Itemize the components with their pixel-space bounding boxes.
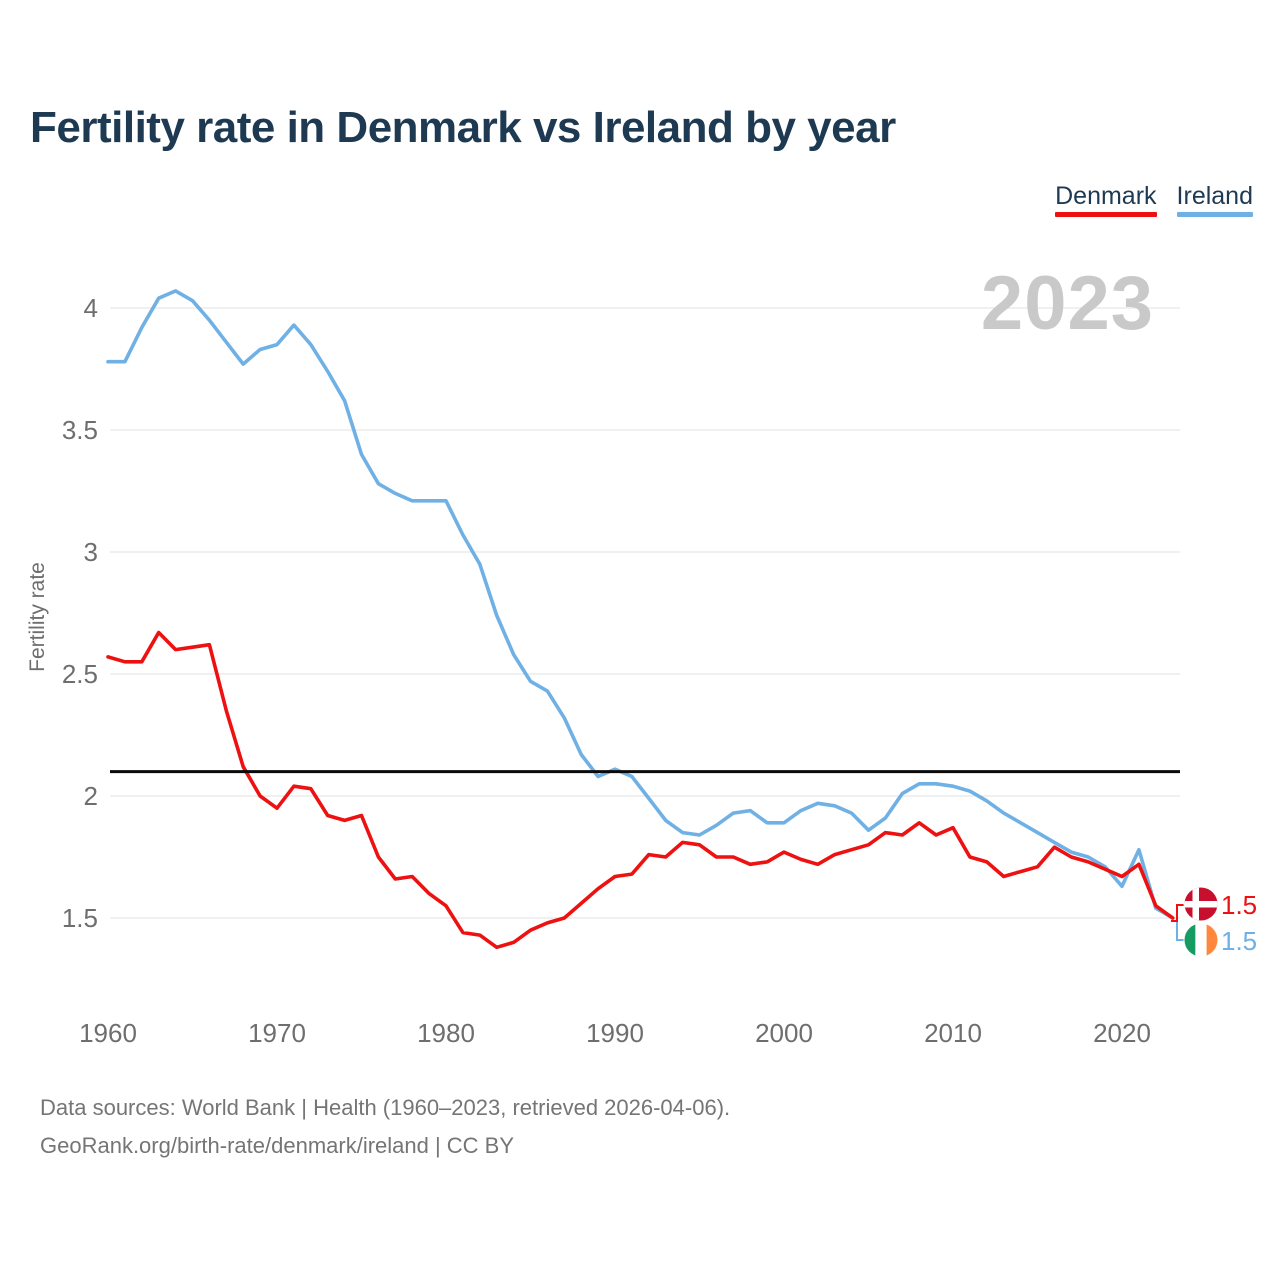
legend-label-ireland: Ireland [1176, 182, 1253, 210]
year-watermark: 2023 [980, 261, 1154, 346]
y-tick-label: 4 [83, 293, 98, 323]
ireland-end-value: 1.5 [1221, 926, 1258, 956]
y-tick-label: 1.5 [61, 903, 98, 933]
legend: Denmark Ireland [1055, 183, 1253, 217]
denmark-end-value: 1.5 [1221, 890, 1258, 920]
y-tick-label: 3.5 [61, 415, 98, 445]
x-tick-label: 1990 [586, 1018, 644, 1048]
end-label-connectors [1171, 904, 1184, 941]
source-attribution: Data sources: World Bank | Health (1960–… [40, 1089, 730, 1165]
denmark-flag-cross-v [1192, 887, 1199, 921]
denmark-flag-cross-h [1184, 901, 1218, 908]
ireland-flag-icon [1183, 922, 1219, 958]
x-tick-label: 1980 [417, 1018, 475, 1048]
x-tick-label: 2000 [755, 1018, 813, 1048]
legend-item-ireland[interactable]: Ireland [1176, 182, 1253, 217]
ireland-flag-white [1195, 923, 1207, 957]
gridlines [110, 307, 1180, 919]
denmark-connector [1171, 904, 1184, 922]
series-lines [106, 289, 1175, 950]
page-title: Fertility rate in Denmark vs Ireland by … [30, 103, 896, 152]
y-tick-label: 2.5 [61, 659, 98, 689]
legend-label-denmark: Denmark [1055, 182, 1157, 210]
y-tick-label: 3 [83, 537, 98, 567]
ireland-flag-orange [1206, 923, 1218, 957]
ireland-flag-green [1184, 923, 1196, 957]
denmark-line [106, 630, 1175, 950]
x-tick-label: 1960 [79, 1018, 137, 1048]
x-tick-label: 2020 [1093, 1018, 1151, 1048]
legend-item-denmark[interactable]: Denmark [1055, 182, 1157, 217]
license-line: GeoRank.org/birth-rate/denmark/ireland |… [40, 1133, 515, 1158]
data-sources-line: Data sources: World Bank | Health (1960–… [40, 1095, 731, 1120]
x-tick-label: 2010 [924, 1018, 982, 1048]
y-tick-label: 2 [83, 781, 98, 811]
x-tick-label: 1970 [248, 1018, 306, 1048]
legend-swatch-denmark [1055, 212, 1157, 217]
denmark-flag-icon [1183, 886, 1219, 922]
ireland-line [106, 289, 1175, 920]
ireland-connector [1171, 920, 1184, 941]
legend-swatch-ireland [1176, 212, 1253, 217]
